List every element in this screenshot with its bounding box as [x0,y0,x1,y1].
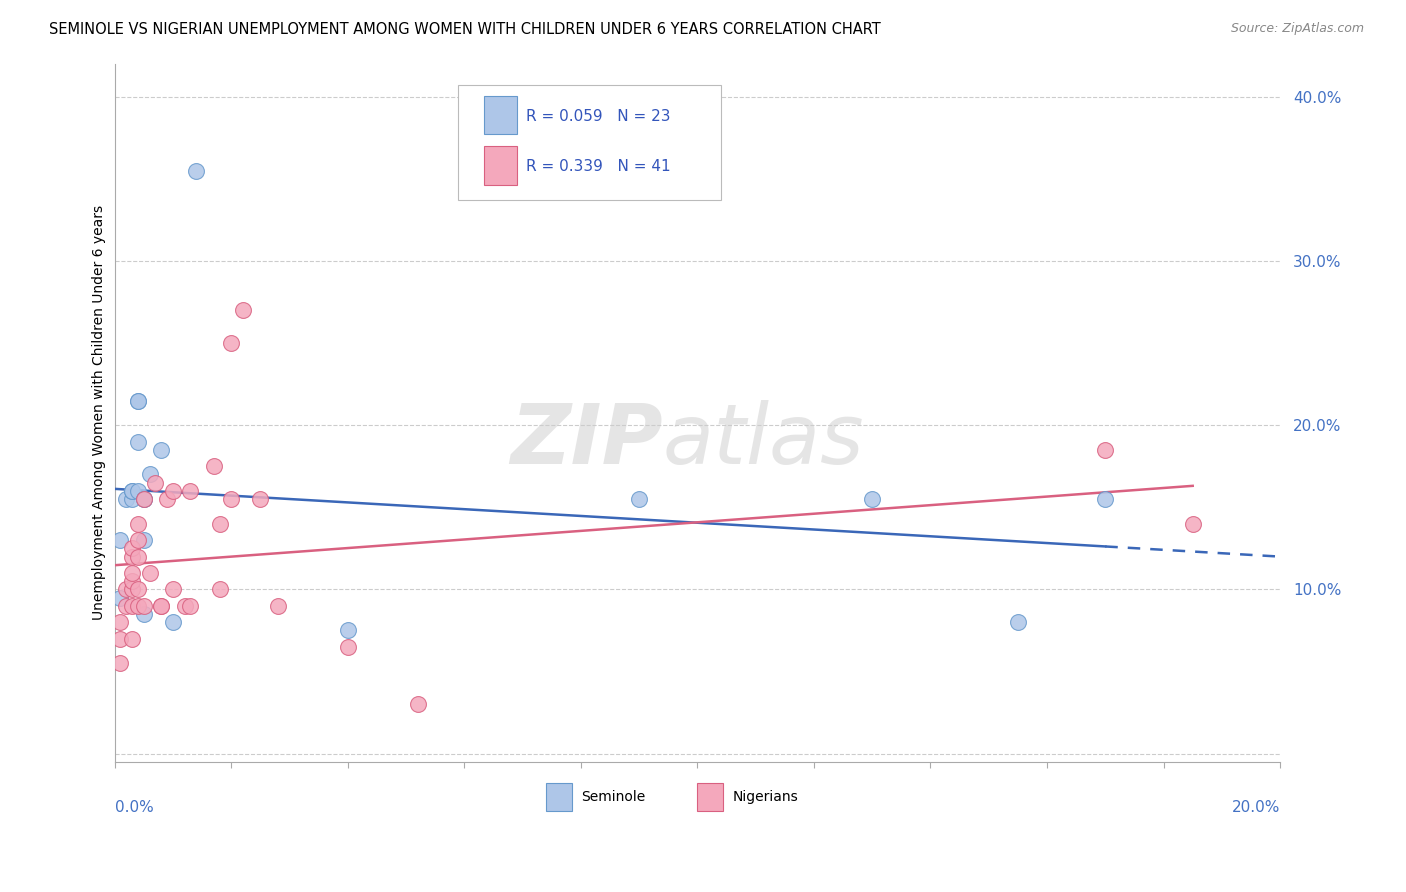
FancyBboxPatch shape [484,146,517,185]
Point [150,599,173,613]
Point [132,492,155,507]
Point [121,549,143,564]
Point [162,582,184,597]
Point [132,607,155,621]
Text: 0.0%: 0.0% [115,800,153,815]
Point [127,516,149,531]
Point [121,566,143,580]
Point [150,442,173,457]
Point [145,475,167,490]
Point [208,582,231,597]
Point [132,599,155,613]
Text: Nigerians: Nigerians [733,789,799,804]
FancyBboxPatch shape [546,782,571,811]
Point [115,492,138,507]
Point [267,599,290,613]
Point [110,632,132,646]
Point [138,566,160,580]
Point [110,657,132,671]
Text: atlas: atlas [662,401,865,482]
Point [150,599,173,613]
Point [208,516,231,531]
Point [162,615,184,630]
Point [121,483,143,498]
Point [336,624,359,638]
Point [219,336,242,351]
Point [110,533,132,548]
Point [249,492,271,507]
Point [121,541,143,556]
Point [132,492,155,507]
Point [1094,492,1116,507]
Point [406,698,429,712]
Point [127,582,149,597]
Y-axis label: Unemployment Among Women with Children Under 6 years: Unemployment Among Women with Children U… [93,205,107,621]
Point [219,492,242,507]
Text: 20.0%: 20.0% [1232,800,1279,815]
FancyBboxPatch shape [484,95,517,134]
Point [127,393,149,408]
Point [1094,442,1116,457]
Point [121,632,143,646]
Text: ZIP: ZIP [510,401,662,482]
Text: Source: ZipAtlas.com: Source: ZipAtlas.com [1230,22,1364,36]
Text: Seminole: Seminole [581,789,645,804]
Point [132,492,155,507]
Point [127,483,149,498]
FancyBboxPatch shape [458,85,721,200]
Point [127,599,149,613]
Point [132,533,155,548]
Point [1007,615,1029,630]
Point [110,591,132,605]
Point [860,492,883,507]
Point [127,533,149,548]
Point [232,303,254,318]
FancyBboxPatch shape [697,782,723,811]
Point [127,434,149,449]
Point [110,615,132,630]
Point [186,163,208,178]
Point [115,599,138,613]
Point [1181,516,1204,531]
Point [138,467,160,482]
Point [628,492,651,507]
Point [162,483,184,498]
Point [127,393,149,408]
Text: R = 0.059   N = 23: R = 0.059 N = 23 [526,109,671,123]
Point [336,640,359,654]
Text: R = 0.339   N = 41: R = 0.339 N = 41 [526,159,671,174]
Point [121,492,143,507]
Point [115,582,138,597]
Text: SEMINOLE VS NIGERIAN UNEMPLOYMENT AMONG WOMEN WITH CHILDREN UNDER 6 YEARS CORREL: SEMINOLE VS NIGERIAN UNEMPLOYMENT AMONG … [49,22,882,37]
Point [202,459,225,474]
Point [173,599,195,613]
Point [179,483,201,498]
Point [121,483,143,498]
Point [156,492,179,507]
Point [179,599,201,613]
Point [121,582,143,597]
Point [121,574,143,589]
Point [127,549,149,564]
Point [121,599,143,613]
